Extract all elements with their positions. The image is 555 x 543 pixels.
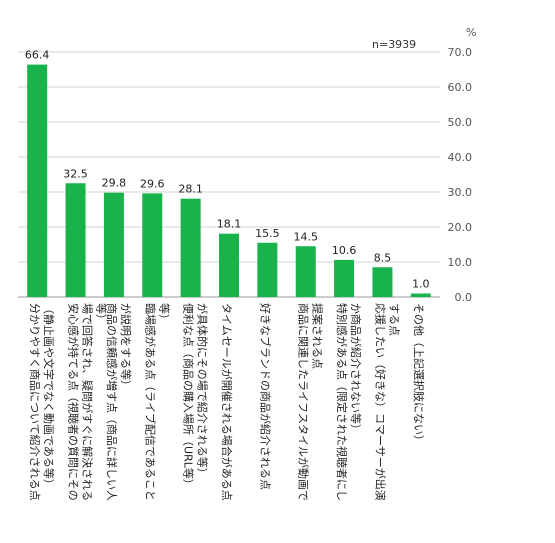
y-axis-ticks: 0.0 10.0 20.0 30.0 40.0 50.0 60.0 70.0 — [448, 46, 473, 304]
y-tick-label: 70.0 — [448, 46, 473, 59]
category-label: 商品の信頼感が増す点（商品に詳しい人が説明をする等） — [105, 303, 133, 501]
value-label: 18.1 — [217, 218, 242, 231]
bar — [66, 183, 86, 297]
bar — [334, 260, 354, 297]
value-label: 29.6 — [140, 177, 165, 190]
value-label: 15.5 — [255, 227, 280, 240]
y-tick-label: 40.0 — [448, 151, 473, 164]
category-label: 分かりやすく商品について紹介される点（静止画や文字でなく動画である等） — [28, 303, 56, 501]
bar — [372, 267, 392, 297]
category-label: その他（上記選択肢にない） — [412, 303, 426, 446]
y-tick-label: 10.0 — [448, 256, 473, 269]
y-tick-label: 60.0 — [448, 81, 473, 94]
category-label: 特別感がある点（限定された視聴者にしか商品が紹介されない等） — [335, 303, 363, 501]
value-label: 14.5 — [293, 230, 318, 243]
category-label: 商品に関連したライフスタイルが動画で提案される点 — [297, 303, 325, 501]
y-tick-label: 30.0 — [448, 186, 473, 199]
bar — [142, 193, 162, 297]
category-label: 便利な点（商品の購入場所（URL等）が具体的にその場で紹介される等） — [182, 303, 210, 490]
category-label: 臨場感がある点（ライブ配信であること等） — [143, 303, 171, 501]
value-label: 28.1 — [178, 183, 203, 196]
bar — [219, 234, 239, 297]
category-labels: 分かりやすく商品について紹介される点（静止画や文字でなく動画である等） 安心感が持… — [28, 303, 426, 501]
bar — [296, 246, 316, 297]
category-label: 好きなブランドの商品が紹介される点 — [258, 303, 272, 490]
value-label: 32.5 — [63, 167, 88, 180]
sample-size-note: n=3939 — [372, 38, 416, 51]
bar — [27, 65, 47, 297]
y-tick-label: 0.0 — [455, 291, 473, 304]
category-label: 応援したい（好きな）コマーサーが出演する点 — [373, 303, 400, 501]
category-label: 安心感が持てる点（視聴者の質問にその場で回答され、疑問がすぐに解決される等） — [67, 303, 109, 501]
bar — [181, 199, 201, 297]
value-label: 1.0 — [412, 278, 430, 291]
value-label: 29.8 — [102, 177, 127, 190]
value-label: 66.4 — [25, 49, 50, 62]
bar — [257, 243, 277, 297]
value-label: 10.6 — [332, 244, 357, 257]
value-label: 8.5 — [374, 251, 392, 264]
category-label: タイムセールが開催される場合がある点 — [220, 303, 234, 501]
bar — [104, 193, 124, 297]
y-tick-label: 20.0 — [448, 221, 473, 234]
y-tick-label: 50.0 — [448, 116, 473, 129]
bar — [411, 294, 431, 298]
y-axis-unit: % — [466, 26, 476, 39]
